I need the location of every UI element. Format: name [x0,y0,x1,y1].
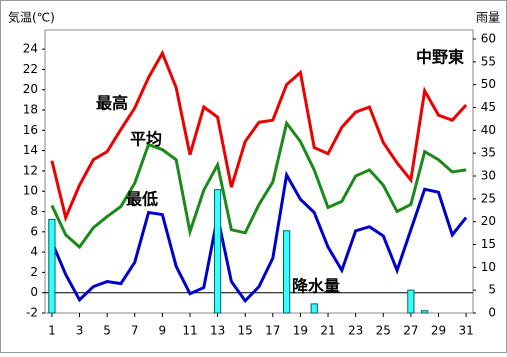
y2-axis-label: 雨量 [476,11,500,25]
x-tick-label: 27 [403,324,418,338]
y2-tick-label: 25 [481,191,496,205]
y2-tick-label: 35 [481,146,496,160]
y-tick-label: 18 [23,103,38,117]
x-tick-label: 11 [182,324,197,338]
y-tick-label: 12 [23,163,38,177]
x-tick-label: 13 [210,324,225,338]
x-tick-label: 7 [131,324,139,338]
y2-tick-label: 15 [481,237,496,251]
y-tick-label: 4 [30,245,38,259]
y-tick-label: -2 [26,306,38,320]
rain-bar [310,303,318,314]
y2-tick-label: 60 [481,32,496,46]
y2-tick-label: 20 [481,214,496,228]
x-tick-label: 5 [103,324,111,338]
x-tick-label: 1 [48,324,56,338]
y-tick-label: 16 [23,123,38,137]
temperature-line [50,49,468,223]
y-tick-label: 8 [30,204,38,218]
x-tick-label: 19 [293,324,308,338]
y-tick-label: 24 [23,42,38,56]
y-tick-label: 0 [30,285,38,299]
y-tick-label: 10 [23,184,38,198]
series-label: 最高 [96,94,128,113]
temperature-line [50,119,467,250]
chart-title: 中野東 [416,48,464,67]
rain-bar [421,310,429,314]
y-tick-label: 6 [30,224,38,238]
x-tick-label: 31 [458,324,473,338]
y2-tick-label: 10 [481,260,496,274]
temperature-line [50,170,468,304]
y-axis-label: 気温(℃) [8,10,55,25]
y2-tick-label: 55 [481,54,496,68]
x-tick-label: 25 [376,324,391,338]
rain-bar [283,230,291,314]
y-tick-label: 2 [30,265,38,279]
y2-tick-label: 45 [481,100,496,114]
x-tick-label: 3 [76,324,84,338]
x-tick-label: 17 [265,324,280,338]
x-tick-label: 9 [159,324,167,338]
series-label: 降水量 [292,277,340,296]
x-tick-label: 29 [431,324,446,338]
y2-tick-label: 5 [488,283,496,297]
series-label: 最低 [126,190,158,209]
y-tick-label: 14 [23,143,38,157]
y-tick-label: 22 [23,62,38,76]
rain-bar [48,218,56,314]
x-tick-label: 23 [348,324,363,338]
rain-bar [213,189,222,314]
y2-tick-label: 40 [481,123,496,137]
series-label: 平均 [130,130,162,149]
y-tick-label: 20 [23,82,38,96]
rain-bar [407,289,415,314]
x-tick-label: 21 [320,324,335,338]
plot-area [44,29,474,314]
y2-tick-label: 30 [481,169,496,183]
x-tick-label: 15 [238,324,253,338]
y2-tick-label: 50 [481,77,496,91]
y2-tick-label: 0 [488,306,496,320]
